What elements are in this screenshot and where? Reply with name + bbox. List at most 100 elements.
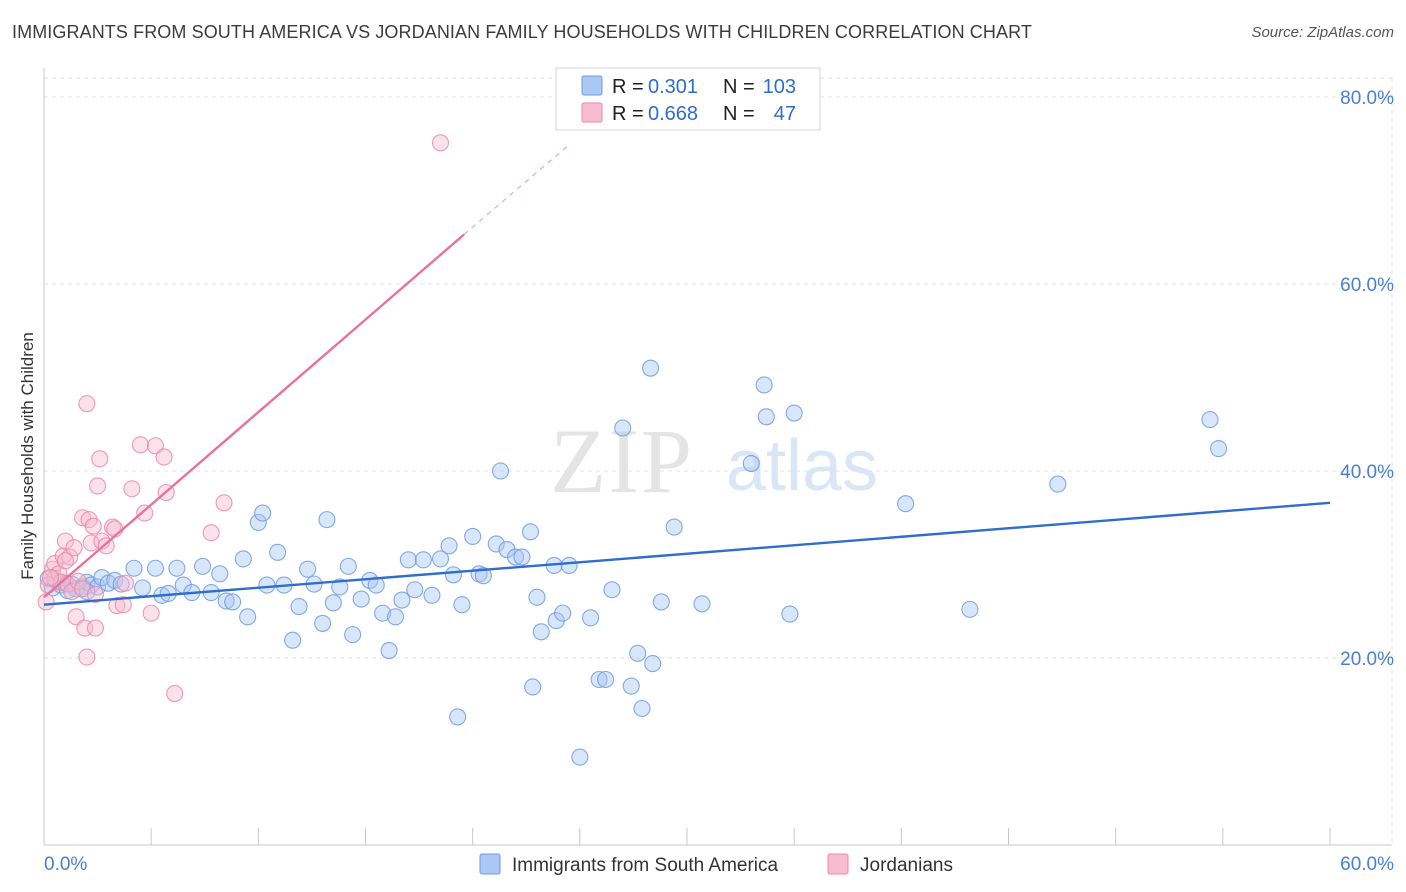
y-tick-label-40: 40.0% bbox=[1340, 462, 1394, 483]
gridlines bbox=[44, 77, 1393, 845]
south-america-point bbox=[314, 614, 332, 632]
south-america-point bbox=[399, 551, 417, 569]
y-tick-label-20: 20.0% bbox=[1340, 649, 1394, 670]
south-america-point bbox=[134, 579, 152, 597]
south-america-point bbox=[299, 560, 317, 578]
jordanians-point bbox=[91, 450, 109, 468]
south-america-point bbox=[374, 604, 392, 622]
stats-legend-swatch-blue bbox=[581, 75, 603, 96]
south-america-point bbox=[1209, 440, 1228, 458]
south-america-point bbox=[453, 596, 471, 614]
x-axis-ticks bbox=[43, 828, 1331, 845]
jordanians-point bbox=[86, 585, 104, 603]
south-america-point bbox=[234, 550, 252, 568]
south-america-point bbox=[423, 586, 441, 604]
trend-line-jordanians-extension bbox=[463, 146, 568, 235]
legend-label-south-america: Immigrants from South America bbox=[512, 855, 779, 876]
south-america-point bbox=[629, 644, 647, 662]
south-america-point bbox=[211, 565, 229, 583]
x-tick-label-min: 0.0% bbox=[44, 854, 87, 875]
south-america-point bbox=[1201, 411, 1219, 429]
south-america-point bbox=[603, 581, 621, 599]
south-america-point bbox=[339, 557, 357, 575]
trend-lines bbox=[43, 146, 1331, 606]
south-america-point bbox=[290, 598, 308, 616]
jordanians-point bbox=[84, 517, 102, 535]
legend-swatch-jordanians bbox=[827, 853, 849, 875]
south-america-point bbox=[560, 556, 578, 574]
south-america-point bbox=[642, 359, 660, 377]
south-america-point bbox=[597, 670, 615, 689]
stats-r-value-blue: 0.301 bbox=[648, 76, 698, 98]
south-america-point bbox=[444, 566, 462, 584]
jordanians-point bbox=[431, 134, 450, 152]
jordanians-point bbox=[41, 569, 59, 587]
south-america-point bbox=[125, 559, 143, 577]
y-axis-title: Family Households with Children bbox=[18, 332, 37, 580]
south-america-point bbox=[324, 594, 342, 612]
watermark: ZIP atlas bbox=[550, 410, 878, 512]
south-america-point bbox=[258, 576, 276, 594]
south-america-point bbox=[633, 699, 651, 718]
jordanians-point bbox=[114, 596, 132, 614]
south-america-point bbox=[344, 626, 362, 644]
south-america-point bbox=[521, 523, 540, 541]
south-america-point bbox=[1049, 475, 1067, 493]
jordanians-point bbox=[97, 537, 115, 555]
stats-n-label-blue: N = bbox=[723, 76, 755, 98]
south-america-point bbox=[961, 600, 979, 618]
south-america-point bbox=[506, 548, 525, 566]
jordanians-point bbox=[65, 539, 83, 557]
bottom-legend: Immigrants from South America Jordanians bbox=[479, 853, 953, 876]
jordanians-point bbox=[78, 395, 96, 413]
south-america-point bbox=[168, 559, 186, 577]
south-america-point bbox=[513, 548, 531, 566]
south-america-point bbox=[742, 454, 760, 473]
y-tick-label-80: 80.0% bbox=[1340, 88, 1394, 109]
south-america-point bbox=[781, 605, 799, 623]
legend-swatch-south-america bbox=[479, 853, 501, 875]
south-america-point bbox=[431, 550, 450, 568]
jordanians-point bbox=[142, 604, 160, 622]
stats-r-label-pink: R = bbox=[612, 103, 644, 125]
south-america-point bbox=[318, 511, 336, 529]
south-america-point bbox=[554, 604, 572, 622]
jordanians-point bbox=[155, 448, 173, 466]
stats-r-label-blue: R = bbox=[612, 76, 644, 98]
south-america-point bbox=[571, 748, 589, 766]
south-america-point bbox=[367, 576, 385, 594]
jordanians-point bbox=[131, 436, 149, 454]
south-america-point bbox=[352, 590, 370, 608]
watermark-atlas: atlas bbox=[726, 426, 878, 506]
south-america-point bbox=[440, 537, 458, 555]
south-america-point bbox=[528, 588, 546, 606]
stats-n-label-pink: N = bbox=[723, 103, 755, 125]
stats-n-value-blue: 103 bbox=[763, 76, 796, 98]
south-america-point bbox=[590, 670, 608, 689]
legend-label-jordanians: Jordanians bbox=[860, 855, 953, 876]
south-america-point bbox=[380, 641, 398, 660]
trend-line-south-america bbox=[43, 501, 1331, 606]
south-america-point bbox=[665, 518, 683, 536]
jordanians-point bbox=[116, 574, 134, 592]
chart-title: IMMIGRANTS FROM SOUTH AMERICA VS JORDANI… bbox=[12, 22, 1032, 42]
south-america-point bbox=[464, 527, 482, 546]
south-america-point bbox=[249, 513, 267, 531]
y-tick-label-60: 60.0% bbox=[1340, 275, 1394, 296]
stats-legend-swatch-pink bbox=[581, 102, 603, 123]
south-america-point bbox=[652, 593, 670, 611]
south-america-point bbox=[785, 404, 803, 422]
south-america-point bbox=[269, 543, 287, 561]
stats-legend: R = 0.301 N = 103 R = 0.668 N = 47 bbox=[555, 67, 821, 131]
jordanians-point bbox=[123, 480, 141, 498]
jordanians-point bbox=[78, 648, 96, 666]
jordanians-point bbox=[136, 504, 154, 522]
chart-source: Source: ZipAtlas.com bbox=[1251, 24, 1394, 41]
y-axis-tick-labels: 20.0% 40.0% 60.0% 80.0% bbox=[1340, 88, 1394, 670]
jordanians-point bbox=[56, 532, 74, 550]
south-america-point bbox=[524, 678, 542, 696]
south-america-point bbox=[393, 591, 411, 609]
south-america-point bbox=[487, 535, 505, 553]
south-america-point bbox=[331, 578, 349, 596]
